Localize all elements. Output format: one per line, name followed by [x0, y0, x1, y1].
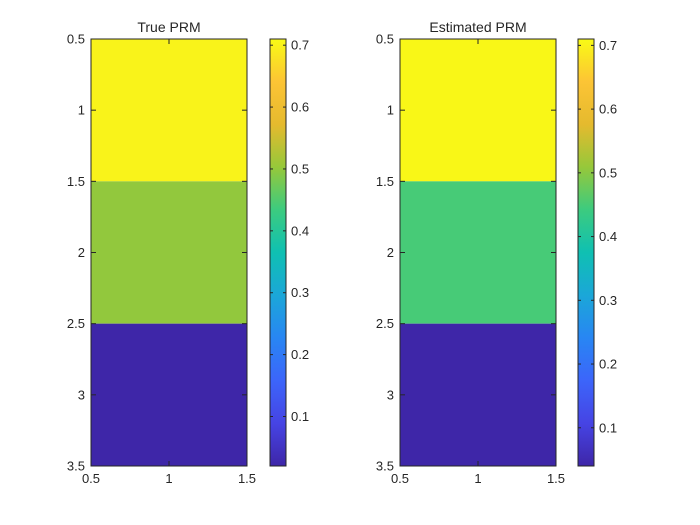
- colorbar-tick-label: 0.2: [599, 357, 617, 372]
- x-tick-label: 0.5: [391, 471, 409, 486]
- y-tick-label: 0.5: [67, 32, 85, 47]
- colorbar-tick-label: 0.4: [599, 229, 617, 244]
- y-tick-label: 3: [78, 387, 85, 402]
- x-tick-label: 1.5: [547, 471, 565, 486]
- heatmap-cell: [400, 39, 556, 182]
- colorbar-tick-label: 0.2: [291, 347, 309, 362]
- colorbar-tick-label: 0.5: [599, 165, 617, 180]
- x-tick-label: 0.5: [82, 471, 100, 486]
- heatmap-cell: [91, 181, 247, 324]
- colorbar-gradient: [270, 39, 286, 466]
- colorbar-tick-label: 0.4: [291, 223, 309, 238]
- y-tick-label: 0.5: [376, 32, 394, 47]
- colorbar-frame: [269, 38, 287, 467]
- colorbar-gradient: [578, 39, 594, 466]
- chart-title: True PRM: [137, 19, 200, 35]
- x-tick-label: 1: [165, 471, 172, 486]
- heatmap-cell: [91, 323, 247, 466]
- chart-title: Estimated PRM: [429, 19, 526, 35]
- heatmap-cell: [400, 323, 556, 466]
- colorbar-frame: [577, 38, 595, 467]
- colorbar-tick-label: 0.1: [599, 420, 617, 435]
- y-tick-label: 1.5: [376, 174, 394, 189]
- colorbar-tick-label: 0.6: [291, 100, 309, 115]
- y-tick-label: 2: [78, 245, 85, 260]
- y-tick-label: 1.5: [67, 174, 85, 189]
- y-tick-label: 3.5: [376, 459, 394, 474]
- y-tick-label: 2: [387, 245, 394, 260]
- colorbar-tick-label: 0.3: [599, 293, 617, 308]
- y-tick-label: 3.5: [67, 459, 85, 474]
- colorbar-tick-label: 0.7: [599, 38, 617, 53]
- y-tick-label: 2.5: [376, 316, 394, 331]
- y-tick-label: 1: [387, 103, 394, 118]
- colorbar-tick-label: 0.5: [291, 161, 309, 176]
- colorbar-tick-label: 0.6: [599, 102, 617, 117]
- colorbar-tick-label: 0.3: [291, 285, 309, 300]
- y-tick-label: 3: [387, 387, 394, 402]
- x-tick-label: 1: [474, 471, 481, 486]
- colorbar-tick-label: 0.7: [291, 38, 309, 53]
- heatmap-cell: [91, 39, 247, 182]
- colorbar-tick-label: 0.1: [291, 409, 309, 424]
- y-tick-label: 1: [78, 103, 85, 118]
- x-tick-label: 1.5: [238, 471, 256, 486]
- y-tick-label: 2.5: [67, 316, 85, 331]
- heatmap-cell: [400, 181, 556, 324]
